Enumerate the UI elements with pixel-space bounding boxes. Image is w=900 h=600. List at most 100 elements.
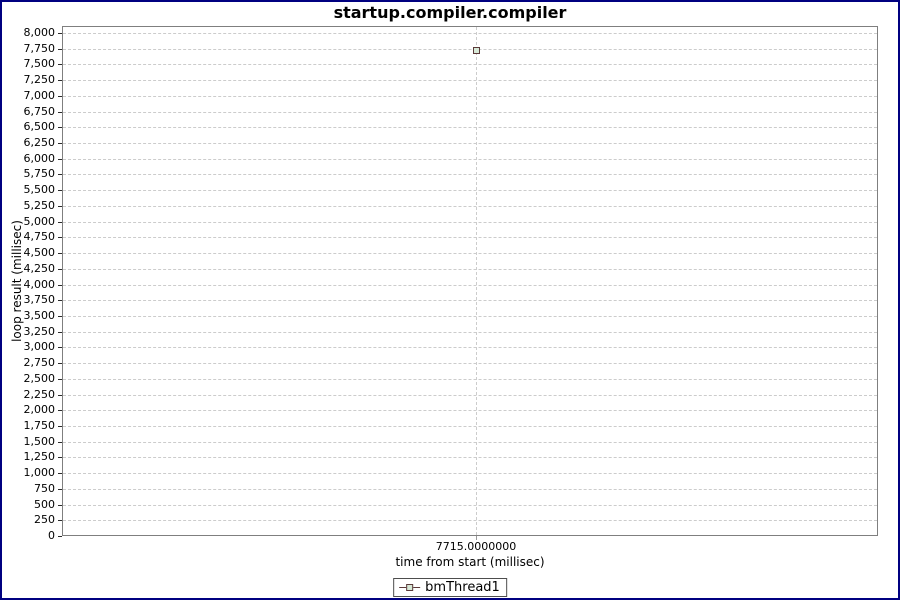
x-tick-mark bbox=[476, 536, 477, 540]
x-tick-label: 7715.0000000 bbox=[435, 540, 517, 553]
y-tick-mark bbox=[58, 190, 62, 192]
y-gridline bbox=[63, 378, 877, 380]
y-tick-mark bbox=[58, 95, 62, 97]
y-gridline bbox=[63, 363, 877, 365]
y-gridline bbox=[63, 80, 877, 82]
y-tick-label: 1,750 bbox=[23, 418, 56, 432]
y-tick-mark bbox=[58, 111, 62, 113]
plot-area[interactable] bbox=[62, 26, 878, 536]
y-tick-mark bbox=[58, 284, 62, 286]
y-gridline bbox=[63, 158, 877, 160]
y-tick-label: 1,000 bbox=[23, 466, 56, 480]
y-tick-mark bbox=[58, 331, 62, 333]
y-tick-mark bbox=[58, 441, 62, 443]
chart-title: startup.compiler.compiler bbox=[333, 3, 567, 22]
y-tick-label: 7,500 bbox=[23, 57, 56, 71]
legend: bmThread1 bbox=[393, 578, 507, 597]
y-tick-label: 2,000 bbox=[23, 403, 56, 417]
y-gridline bbox=[63, 253, 877, 255]
y-tick-mark bbox=[58, 205, 62, 207]
y-tick-label: 1,500 bbox=[23, 434, 56, 448]
y-gridline bbox=[63, 190, 877, 192]
y-tick-mark bbox=[58, 80, 62, 82]
y-gridline bbox=[63, 284, 877, 286]
y-tick-mark bbox=[58, 315, 62, 317]
y-gridline bbox=[63, 221, 877, 223]
y-tick-label: 6,750 bbox=[23, 104, 56, 118]
legend-series-label: bmThread1 bbox=[425, 580, 500, 595]
y-tick-label: 7,000 bbox=[23, 88, 56, 102]
y-gridline bbox=[63, 33, 877, 34]
y-tick-mark bbox=[58, 425, 62, 427]
y-tick-label: 5,750 bbox=[23, 167, 56, 181]
legend-series-marker-icon bbox=[399, 583, 421, 592]
y-tick-mark bbox=[58, 268, 62, 270]
y-gridline bbox=[63, 504, 877, 506]
y-tick-label: 6,250 bbox=[23, 136, 56, 150]
y-tick-label: 4,500 bbox=[23, 246, 56, 260]
y-gridline bbox=[63, 268, 877, 270]
y-tick-label: 2,250 bbox=[23, 387, 56, 401]
y-gridline bbox=[63, 111, 877, 113]
y-tick-label: 3,250 bbox=[23, 324, 56, 338]
y-gridline bbox=[63, 64, 877, 66]
y-tick-mark bbox=[58, 363, 62, 365]
y-tick-label: 3,750 bbox=[23, 293, 56, 307]
y-tick-label: 4,250 bbox=[23, 261, 56, 275]
y-tick-label: 500 bbox=[34, 497, 55, 511]
y-tick-label: 3,000 bbox=[23, 340, 56, 354]
y-tick-mark bbox=[58, 158, 62, 160]
y-gridline bbox=[63, 457, 877, 459]
y-gridline bbox=[63, 205, 877, 207]
legend-marker-square bbox=[406, 584, 414, 591]
y-tick-label: 750 bbox=[34, 481, 55, 495]
y-tick-label: 5,000 bbox=[23, 214, 56, 228]
y-tick-mark bbox=[58, 221, 62, 223]
y-gridline bbox=[63, 410, 877, 412]
x-gridline bbox=[476, 27, 477, 535]
y-tick-label: 2,500 bbox=[23, 371, 56, 385]
y-tick-mark bbox=[58, 253, 62, 255]
y-tick-mark bbox=[58, 127, 62, 129]
y-gridline bbox=[63, 315, 877, 317]
y-tick-mark bbox=[58, 64, 62, 66]
y-gridline bbox=[63, 394, 877, 396]
y-gridline bbox=[63, 425, 877, 427]
y-tick-label: 2,750 bbox=[23, 356, 56, 370]
y-tick-label: 3,500 bbox=[23, 308, 56, 322]
y-tick-mark bbox=[58, 488, 62, 490]
y-tick-label: 7,250 bbox=[23, 73, 56, 87]
y-tick-mark bbox=[58, 536, 62, 537]
y-tick-mark bbox=[58, 520, 62, 522]
y-gridline bbox=[63, 95, 877, 97]
y-gridline bbox=[63, 237, 877, 239]
y-tick-label: 4,750 bbox=[23, 230, 56, 244]
y-tick-mark bbox=[58, 394, 62, 396]
y-gridline bbox=[63, 520, 877, 522]
y-tick-label: 5,250 bbox=[23, 198, 56, 212]
y-tick-mark bbox=[58, 33, 62, 34]
y-gridline bbox=[63, 127, 877, 129]
y-gridline bbox=[63, 347, 877, 349]
y-tick-mark bbox=[58, 347, 62, 349]
y-tick-label: 6,500 bbox=[23, 120, 56, 134]
y-tick-mark bbox=[58, 300, 62, 302]
data-point-bmThread1 bbox=[473, 47, 480, 54]
y-gridline bbox=[63, 300, 877, 302]
y-gridline bbox=[63, 488, 877, 490]
y-tick-mark bbox=[58, 48, 62, 50]
y-tick-mark bbox=[58, 174, 62, 176]
y-tick-label: 8,000 bbox=[23, 26, 56, 39]
y-tick-label: 250 bbox=[34, 513, 55, 527]
y-tick-mark bbox=[58, 378, 62, 380]
y-tick-mark bbox=[58, 410, 62, 412]
y-tick-mark bbox=[58, 457, 62, 459]
y-tick-mark bbox=[58, 504, 62, 506]
y-gridline bbox=[63, 48, 877, 50]
y-tick-label: 7,750 bbox=[23, 41, 56, 55]
y-tick-label: 1,250 bbox=[23, 450, 56, 464]
y-gridline bbox=[63, 143, 877, 145]
y-gridline bbox=[63, 441, 877, 443]
x-axis-label: time from start (millisec) bbox=[395, 555, 545, 569]
y-gridline bbox=[63, 331, 877, 333]
